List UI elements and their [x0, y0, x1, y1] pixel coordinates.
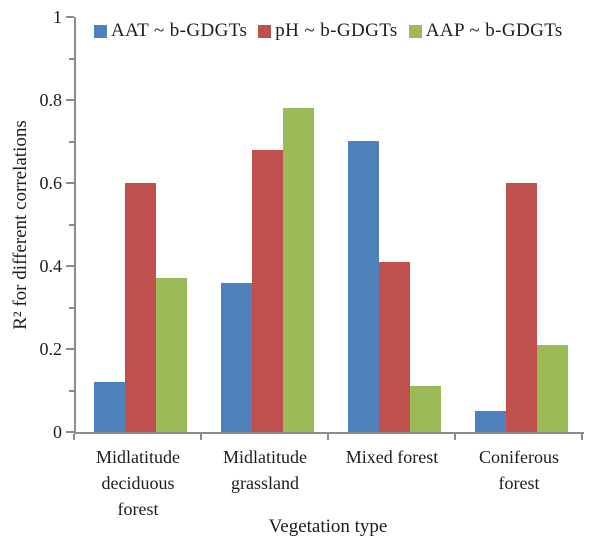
- y-axis-title: R² for different correlations: [10, 120, 31, 330]
- x-axis-line: [74, 432, 584, 434]
- y-axis-tick-label: 0.6: [39, 173, 63, 193]
- y-axis-major-tick: [66, 182, 74, 184]
- bar-aat-group-3: [348, 141, 379, 432]
- legend-swatch-icon: [94, 24, 107, 38]
- y-axis-major-tick: [66, 16, 74, 18]
- bar-aat-group-4: [475, 411, 506, 432]
- y-axis-tick-label: 0.8: [39, 90, 63, 110]
- y-axis-minor-tick: [69, 224, 74, 226]
- bar-aap-group-3: [410, 386, 441, 432]
- x-axis-tick: [581, 434, 583, 440]
- x-axis-tick: [454, 434, 456, 440]
- bar-ph-group-2: [252, 150, 283, 432]
- legend: AAT ~ b-GDGTs pH ~ b-GDGTs AAP ~ b-GDGTs: [94, 20, 574, 42]
- x-axis-category-label: Midlatitude deciduous forest: [96, 447, 180, 519]
- bar-aap-group-1: [156, 278, 187, 432]
- legend-label: pH ~ b-GDGTs: [275, 20, 398, 41]
- x-axis-tick: [327, 434, 329, 440]
- y-axis-tick-label: 1: [53, 7, 62, 27]
- y-axis-major-tick: [66, 348, 74, 350]
- y-axis-minor-tick: [69, 307, 74, 309]
- x-axis-category-label: Coniferous forest: [479, 447, 559, 493]
- y-axis-minor-tick: [69, 141, 74, 143]
- x-axis-title: Vegetation type: [268, 516, 388, 537]
- y-axis-major-tick: [66, 265, 74, 267]
- x-axis-tick: [200, 434, 202, 440]
- legend-item: AAT ~ b-GDGTs: [94, 20, 247, 42]
- bar-aat-group-2: [221, 283, 252, 432]
- y-axis-minor-tick: [69, 58, 74, 60]
- y-axis-tick-label: 0.2: [39, 339, 63, 359]
- bar-aat-group-1: [94, 382, 125, 432]
- bar-ph-group-1: [125, 183, 156, 432]
- y-axis-tick-label: 0: [53, 422, 62, 442]
- x-axis-tick: [73, 434, 75, 440]
- legend-swatch-icon: [258, 24, 272, 38]
- x-axis-category-label: Mixed forest: [345, 447, 439, 467]
- bar-aap-group-2: [283, 108, 314, 432]
- bar-ph-group-3: [379, 262, 410, 432]
- legend-label: AAT ~ b-GDGTs: [111, 20, 248, 41]
- legend-item: AAP ~ b-GDGTs: [408, 20, 563, 42]
- y-axis-major-tick: [66, 431, 74, 433]
- legend-swatch-icon: [408, 24, 422, 38]
- y-axis-line: [74, 17, 76, 434]
- bar-aap-group-4: [537, 345, 568, 432]
- legend-label: AAP ~ b-GDGTs: [425, 20, 563, 41]
- bar-ph-group-4: [506, 183, 537, 432]
- x-axis-category-label: Midlatitude grassland: [223, 447, 307, 493]
- legend-item: pH ~ b-GDGTs: [258, 20, 397, 42]
- y-axis-tick-label: 0.4: [39, 256, 63, 276]
- y-axis-major-tick: [66, 99, 74, 101]
- y-axis-minor-tick: [69, 390, 74, 392]
